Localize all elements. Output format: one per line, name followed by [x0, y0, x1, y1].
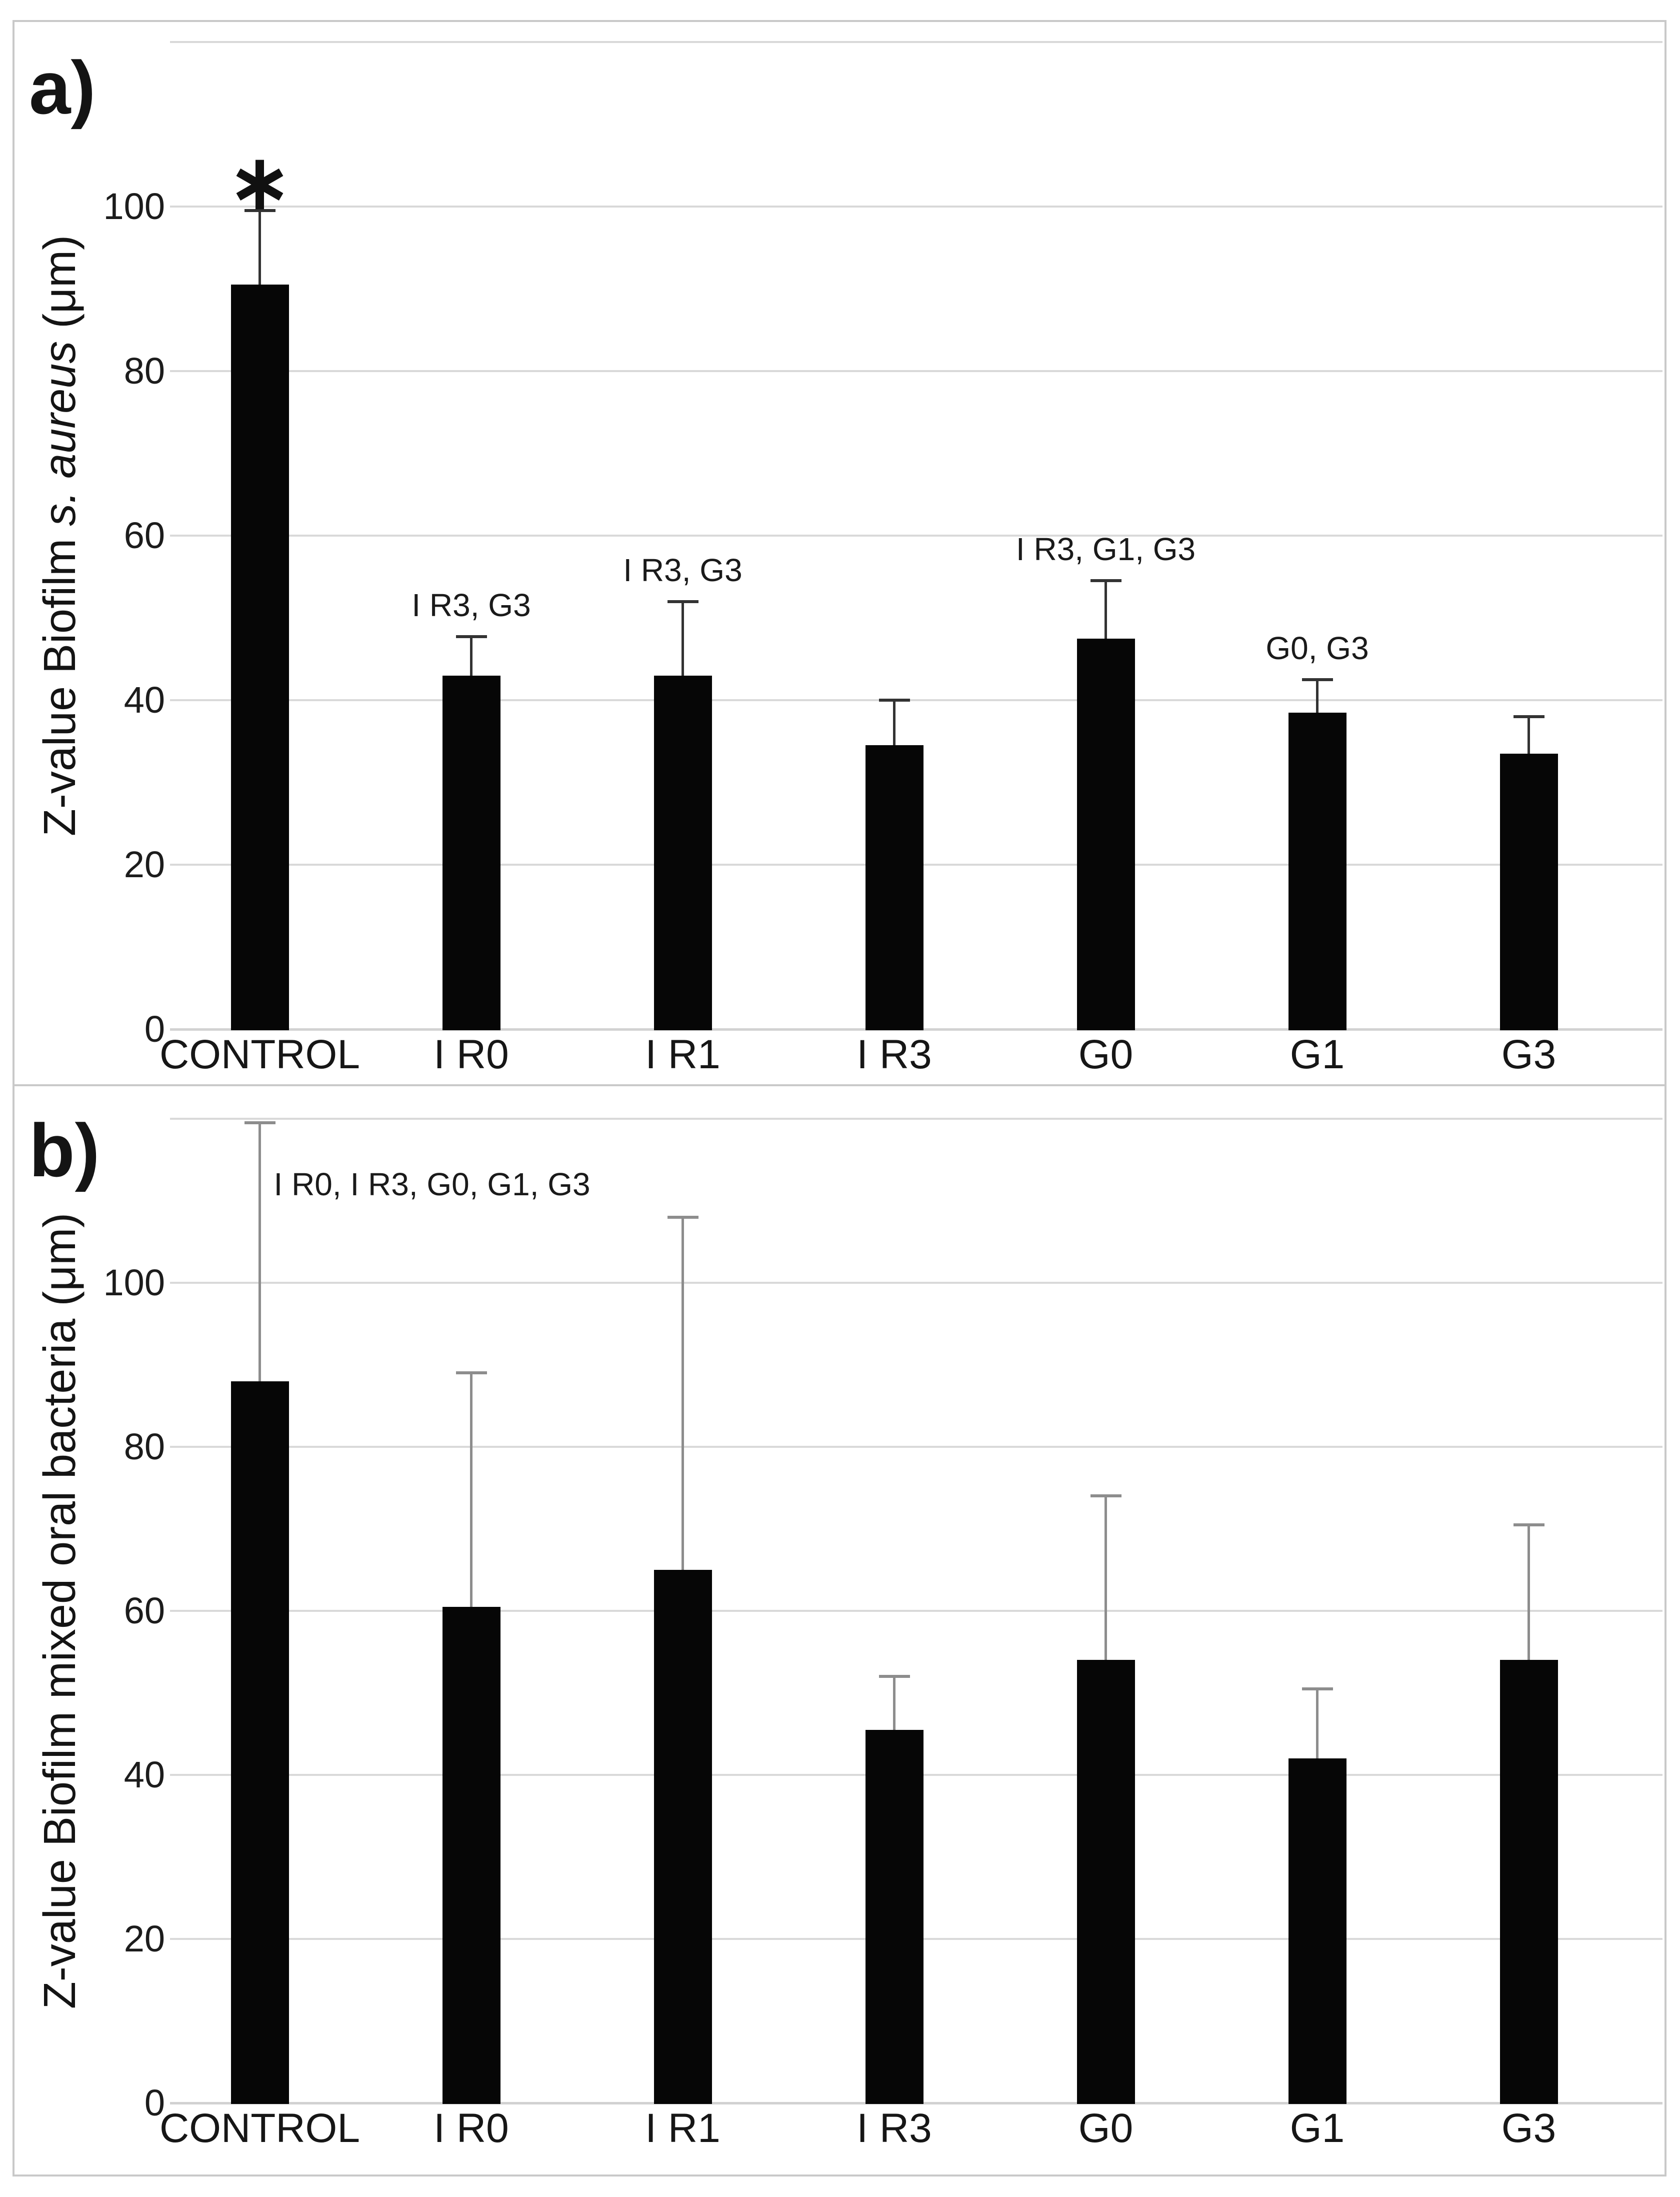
figure-frame [12, 20, 1666, 2176]
panel-divider [12, 1084, 1666, 1086]
